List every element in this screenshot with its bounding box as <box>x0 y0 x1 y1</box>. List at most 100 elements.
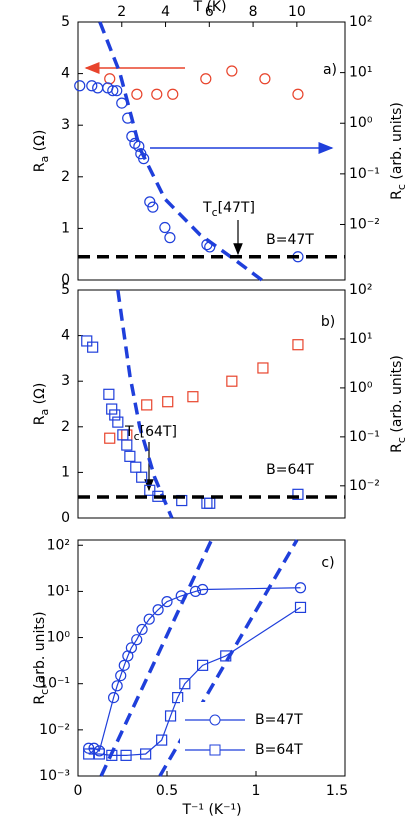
data-point <box>81 335 93 347</box>
data-point <box>167 88 179 100</box>
y2-tick-label: 10⁻² <box>349 478 380 494</box>
data-point <box>189 585 202 598</box>
y-tick-label: 10⁰ <box>47 630 71 646</box>
y-axis-label-part: R <box>32 695 48 705</box>
tc-annotation-part: [47T] <box>218 200 255 216</box>
data-point <box>83 748 95 760</box>
y-axis-label-part: (arb. units) <box>32 611 48 688</box>
y2-tick-label: 10⁻¹ <box>349 166 380 182</box>
y-tick-label: 10⁻³ <box>39 768 70 784</box>
data-point <box>120 749 132 761</box>
data-point <box>294 582 307 594</box>
x-top-tick-label: 6 <box>205 4 214 20</box>
data-point <box>161 596 173 608</box>
data-point <box>197 659 209 671</box>
data-point <box>140 748 152 760</box>
data-point <box>257 362 269 374</box>
data-point <box>112 416 124 428</box>
plot-frame <box>77 21 346 281</box>
tc-annotation-part: [64T] <box>140 424 177 440</box>
y2-tick-label: 10⁻¹ <box>349 429 380 445</box>
data-point <box>156 734 168 746</box>
x-top-tick-label: 8 <box>249 4 258 20</box>
y-axis-label-part: a <box>38 156 51 163</box>
y2-axis-label-part: (arb. units) <box>389 102 405 184</box>
tc-annotation: Tc[64T] <box>124 424 177 443</box>
y-tick-label: 5 <box>61 282 70 298</box>
y2-tick-label: 10¹ <box>349 65 372 81</box>
y-tick-label: 1 <box>61 464 70 480</box>
y2-axis-label-part: c <box>395 184 408 190</box>
y2-axis-label-part: R <box>389 190 405 200</box>
y2-axis-label: Rc (arb. units) <box>389 355 408 453</box>
data-point <box>111 85 123 97</box>
tc-annotation-part: c <box>212 206 218 219</box>
y-axis-label: Ra (Ω) <box>32 383 51 426</box>
data-point <box>187 391 199 403</box>
y-tick-label: 3 <box>61 117 70 133</box>
data-point <box>136 471 148 483</box>
data-point <box>226 65 238 77</box>
data-point <box>141 399 153 411</box>
y-axis-label-part: (Ω) <box>32 130 48 156</box>
data-point <box>111 680 123 692</box>
data-point <box>130 461 142 473</box>
legend-marker <box>209 744 221 756</box>
data-point <box>201 497 213 509</box>
y-tick-label: 0 <box>61 510 70 526</box>
panel-label: b) <box>321 314 335 330</box>
fit-line <box>116 289 174 519</box>
x-tick-label: 0.5 <box>156 783 178 799</box>
data-point <box>107 85 119 97</box>
plot-frame <box>77 289 346 519</box>
data-point <box>104 432 116 444</box>
panel-label: a) <box>323 62 337 78</box>
y-axis-label-part: R <box>32 415 48 425</box>
y-axis-label: Ra (Ω) <box>32 130 51 173</box>
x-top-tick-label: 4 <box>161 4 170 20</box>
data-point <box>106 403 118 415</box>
data-point <box>259 73 271 85</box>
panel-label: c) <box>321 555 334 571</box>
y2-tick-label: 10⁰ <box>349 115 373 131</box>
data-point <box>87 341 99 353</box>
data-point <box>74 80 86 92</box>
y-tick-label: 1 <box>61 220 70 236</box>
data-point <box>144 196 156 208</box>
data-point <box>179 678 191 690</box>
x-top-axis-label: T (K) <box>192 0 226 15</box>
data-point <box>147 201 159 213</box>
data-point <box>164 232 176 244</box>
field-label: B=64T <box>266 462 314 478</box>
y-axis-label-part: c <box>38 689 51 695</box>
y-tick-label: 4 <box>61 66 70 82</box>
y-tick-label: 10⁻¹ <box>39 676 70 692</box>
tc-annotation: Tc[47T] <box>202 200 255 219</box>
y-axis-label: Rc(arb. units) <box>32 611 51 704</box>
y2-tick-label: 10¹ <box>349 331 372 347</box>
y-axis-label-part: (Ω) <box>32 383 48 409</box>
data-point <box>93 748 105 760</box>
y-tick-label: 10¹ <box>47 583 70 599</box>
data-point <box>226 375 238 387</box>
data-point <box>200 73 212 85</box>
data-point <box>121 439 133 451</box>
data-point <box>86 80 98 92</box>
data-point <box>92 82 104 94</box>
x-top-tick-label: 2 <box>117 4 126 20</box>
tc-annotation-part: T <box>124 424 134 440</box>
tc-annotation-part: T <box>202 200 212 216</box>
y2-tick-label: 10² <box>349 14 372 30</box>
y-tick-label: 3 <box>61 373 70 389</box>
data-point <box>109 409 121 421</box>
data-point <box>103 388 115 400</box>
data-point <box>164 710 177 722</box>
y2-tick-label: 10² <box>349 282 372 298</box>
data-point <box>204 497 216 509</box>
y-tick-label: 5 <box>61 14 70 30</box>
y2-axis-label-part: c <box>395 437 408 443</box>
data-point <box>115 669 127 682</box>
data-point <box>136 623 148 636</box>
x-tick-label: 1.5 <box>326 783 348 799</box>
